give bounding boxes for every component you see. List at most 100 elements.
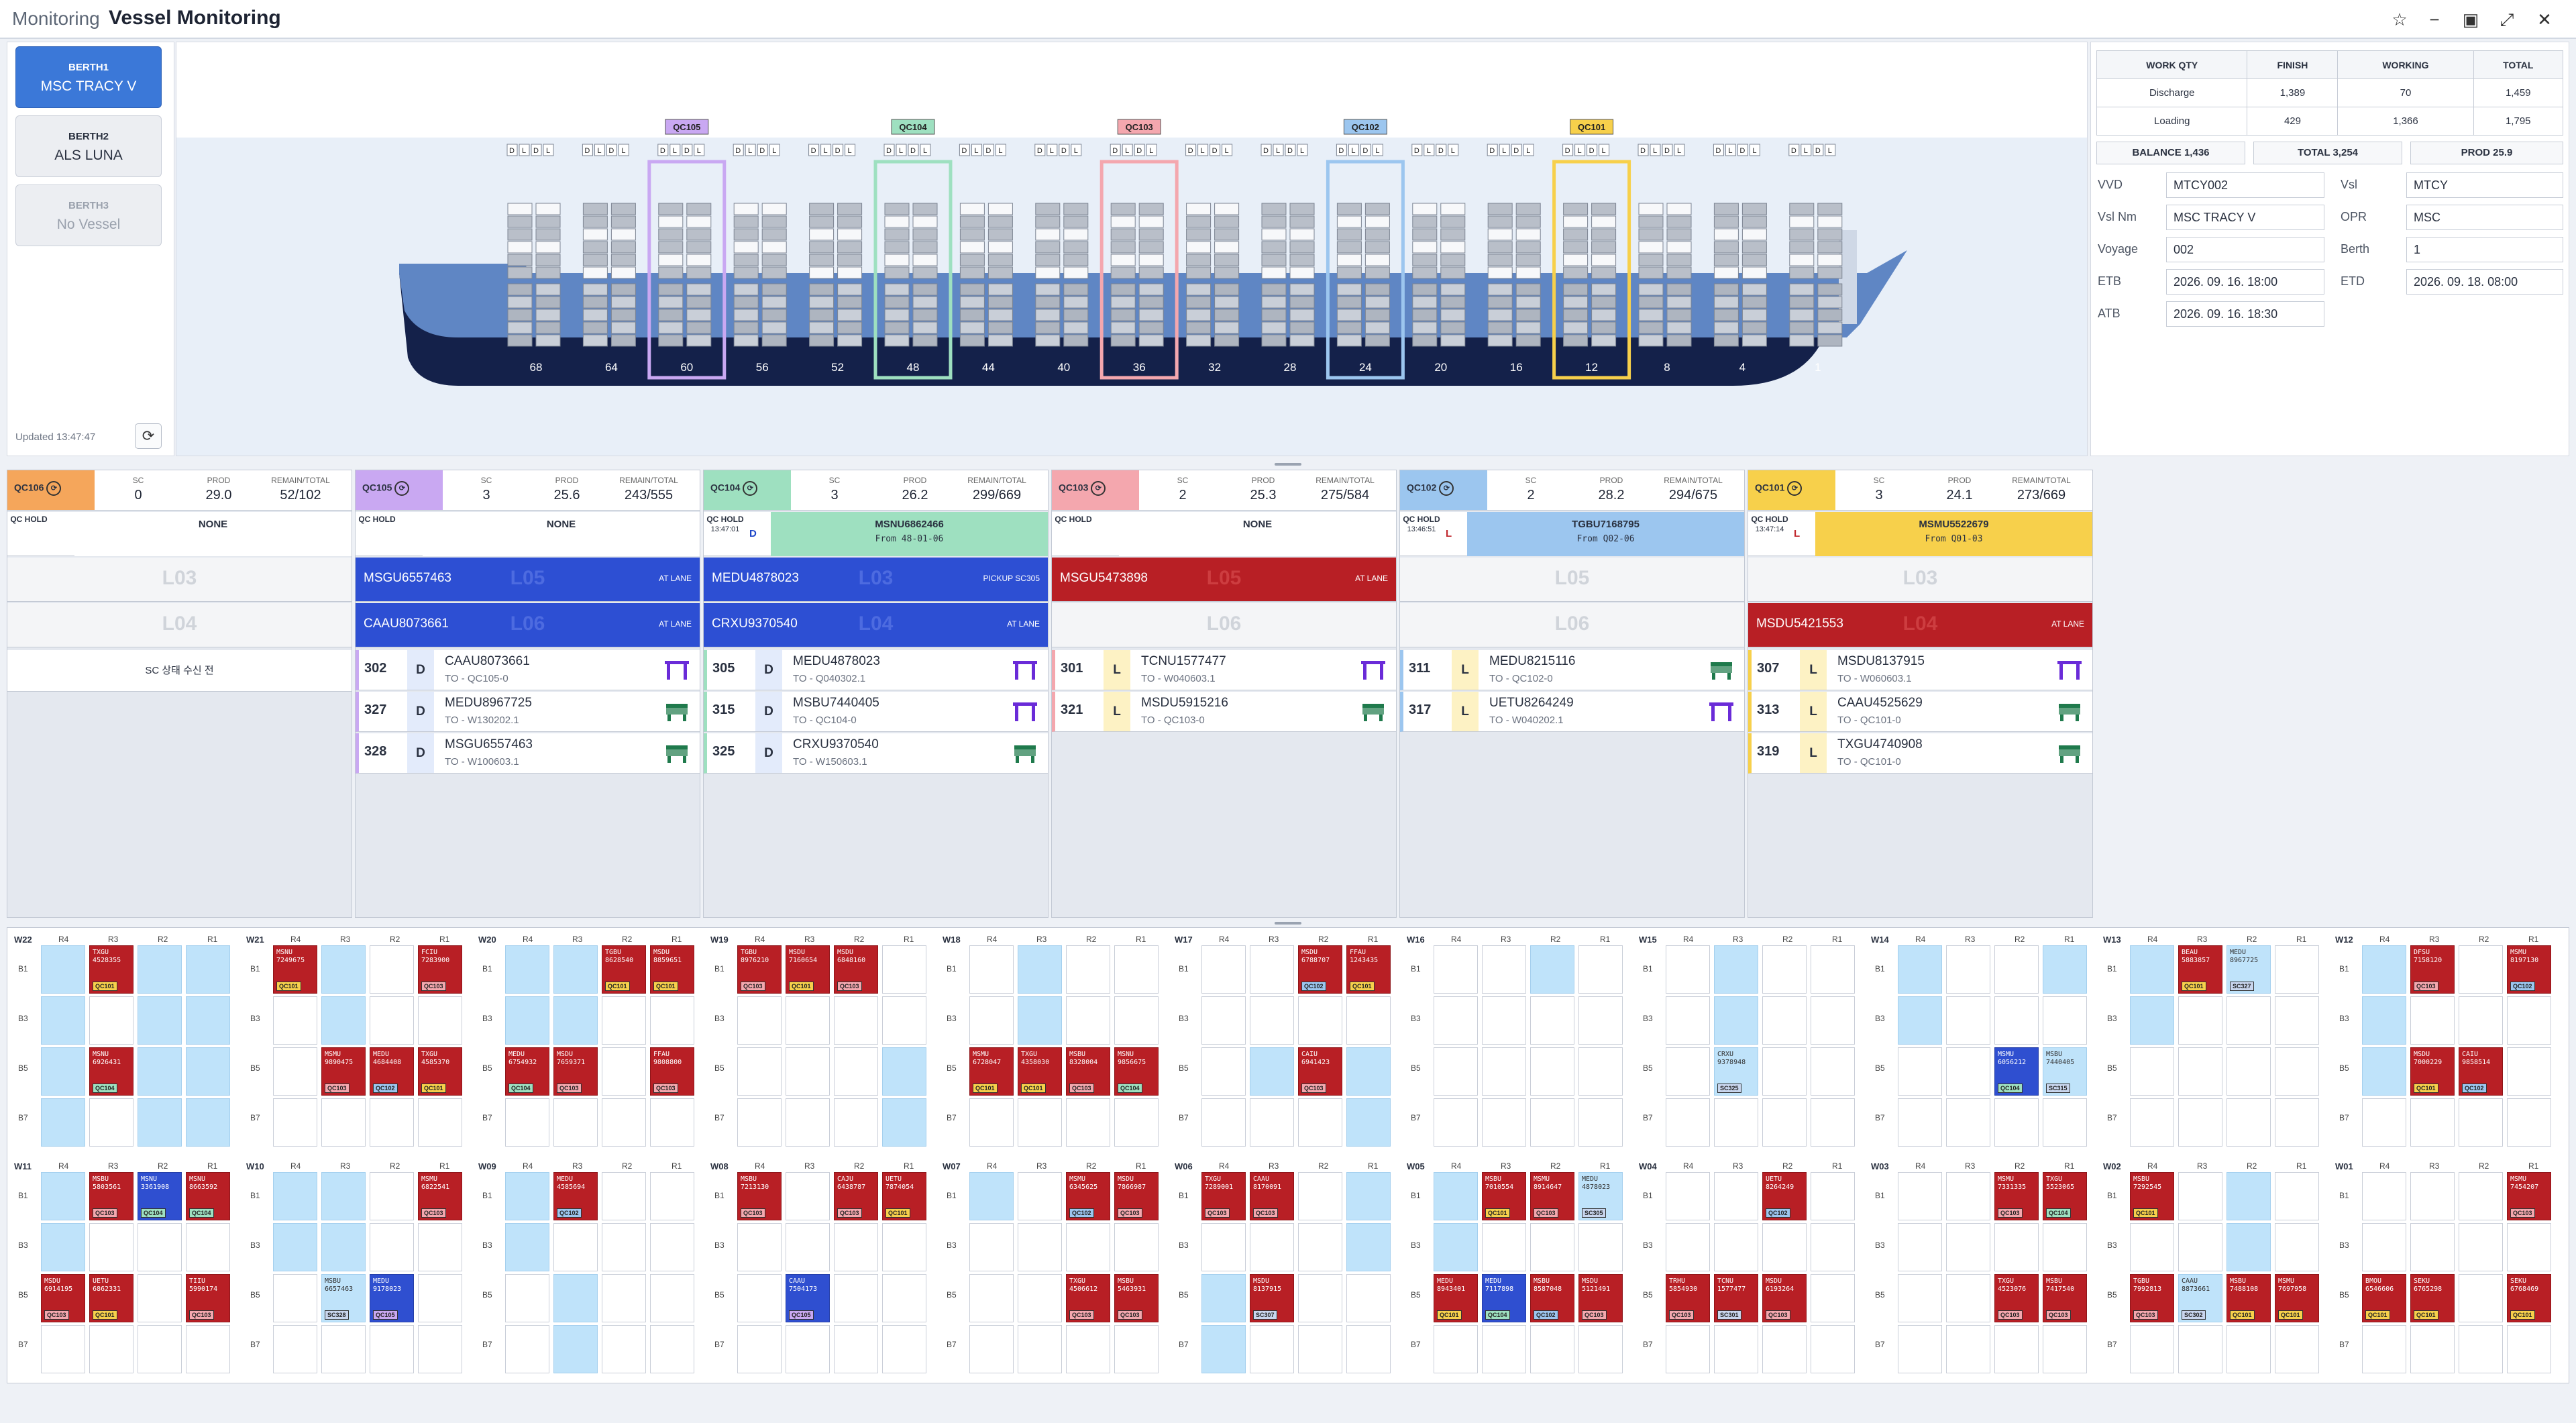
crane-qc104[interactable]: QC104	[873, 119, 953, 380]
yard-slot[interactable]	[2507, 1325, 2551, 1373]
yard-slot[interactable]	[969, 1274, 1014, 1322]
star-icon[interactable]: ☆	[2392, 9, 2408, 30]
crane-qc105[interactable]: QC105	[647, 119, 727, 380]
yard-slot[interactable]	[969, 1098, 1014, 1147]
yard-slot[interactable]	[321, 996, 366, 1045]
yard-slot[interactable]	[1762, 1223, 1807, 1271]
yard-slot[interactable]	[1114, 996, 1159, 1045]
yard-slot[interactable]	[1346, 1098, 1391, 1147]
yard-slot[interactable]	[553, 1223, 598, 1271]
yard-slot[interactable]	[1762, 1098, 1807, 1147]
yard-slot[interactable]: CAIU 6941423 QC103	[1298, 1047, 1342, 1096]
yard-slot[interactable]	[2459, 996, 2503, 1045]
lane-row[interactable]: L03	[7, 558, 352, 602]
yard-slot[interactable]: MSDU 7160654 QC101	[786, 945, 830, 994]
yard-slot[interactable]	[2362, 1047, 2406, 1096]
yard-slot[interactable]: UETU 7874054 QC101	[882, 1172, 926, 1220]
yard-slot[interactable]	[602, 1098, 646, 1147]
breadcrumb[interactable]: Monitoring	[12, 8, 100, 29]
yard-slot[interactable]: MSBU 5463931 QC103	[1114, 1274, 1159, 1322]
yard-slot[interactable]	[2459, 945, 2503, 994]
yard-slot[interactable]	[2226, 1098, 2271, 1147]
berth-item-1[interactable]: BERTH1 MSC TRACY V	[15, 46, 162, 108]
yard-slot[interactable]	[1578, 945, 1623, 994]
yard-slot[interactable]	[138, 945, 182, 994]
yard-slot[interactable]: TGBU 8628540 QC101	[602, 945, 646, 994]
yard-slot[interactable]	[1898, 1172, 1942, 1220]
yard-slot[interactable]	[1666, 1047, 1710, 1096]
yard-slot[interactable]: MSDU 8137915 SC307	[1250, 1274, 1294, 1322]
yard-slot[interactable]	[2130, 1223, 2174, 1271]
yard-slot[interactable]	[786, 1223, 830, 1271]
yard-slot[interactable]	[1346, 1172, 1391, 1220]
bay-68[interactable]: 68D L D L	[506, 144, 561, 374]
yard-slot[interactable]	[1714, 996, 1758, 1045]
yard-slot[interactable]	[1811, 1047, 1855, 1096]
yard-slot[interactable]	[1346, 996, 1391, 1045]
yard-slot[interactable]	[505, 1172, 549, 1220]
yard-slot[interactable]	[1018, 1172, 1062, 1220]
yard-slot[interactable]	[418, 1325, 462, 1373]
yard-slot[interactable]	[1714, 1325, 1758, 1373]
yard-slot[interactable]	[505, 996, 549, 1045]
yard-slot[interactable]	[2130, 1325, 2174, 1373]
yard-slot[interactable]: MSBU 5803561 QC103	[89, 1172, 133, 1220]
atb-field[interactable]: 2026. 09. 16. 18:30	[2166, 301, 2324, 327]
yard-slot[interactable]: TCNU 1577477 SC301	[1714, 1274, 1758, 1322]
yard-slot[interactable]	[186, 996, 230, 1045]
yard-slot[interactable]	[1298, 1098, 1342, 1147]
yard-slot[interactable]	[834, 1274, 878, 1322]
yard-slot[interactable]: TRHU 5854930 QC103	[1666, 1274, 1710, 1322]
etb-field[interactable]: 2026. 09. 16. 18:00	[2166, 269, 2324, 295]
qc-name[interactable]: QC102 ⟳	[1400, 470, 1487, 510]
lane-row[interactable]: L06 CAAU8073661 AT LANE	[356, 603, 700, 647]
yard-slot[interactable]	[186, 1098, 230, 1147]
yard-slot[interactable]: FFAU 1243435 QC101	[1346, 945, 1391, 994]
voyage-field[interactable]: 002	[2166, 237, 2324, 262]
yard-slot[interactable]	[1666, 1325, 1710, 1373]
yard-slot[interactable]	[1018, 945, 1062, 994]
yard-slot[interactable]	[1346, 1325, 1391, 1373]
crane-qc103[interactable]: QC103	[1099, 119, 1179, 380]
yard-slot[interactable]	[1250, 1223, 1294, 1271]
splitter-handle[interactable]	[1275, 922, 1301, 925]
yard-slot[interactable]	[969, 1325, 1014, 1373]
yard-slot[interactable]	[2459, 1325, 2503, 1373]
yard-slot[interactable]	[1898, 996, 1942, 1045]
yard-slot[interactable]	[1201, 996, 1246, 1045]
yard-slot[interactable]	[1530, 1098, 1574, 1147]
yard-slot[interactable]	[1114, 1098, 1159, 1147]
yard-slot[interactable]	[1250, 1098, 1294, 1147]
yard-slot[interactable]	[505, 1325, 549, 1373]
yard-slot[interactable]	[1946, 1047, 1990, 1096]
yard-slot[interactable]	[1530, 1223, 1574, 1271]
yard-slot[interactable]	[786, 1098, 830, 1147]
yard-slot[interactable]: SEKU 6768469 QC101	[2507, 1274, 2551, 1322]
yard-slot[interactable]	[1298, 996, 1342, 1045]
yard-slot[interactable]	[186, 1325, 230, 1373]
yard-slot[interactable]	[1714, 945, 1758, 994]
yard-slot[interactable]	[882, 1098, 926, 1147]
yard-slot[interactable]	[1762, 1047, 1807, 1096]
yard-slot[interactable]	[1482, 1325, 1526, 1373]
yard-slot[interactable]	[1994, 1098, 2039, 1147]
yard-slot[interactable]: TXGU 4528355 QC101	[89, 945, 133, 994]
yard-slot[interactable]	[186, 945, 230, 994]
yard-slot[interactable]	[273, 1274, 317, 1322]
maximize-icon[interactable]: ▣	[2462, 9, 2479, 30]
yard-slot[interactable]	[1434, 945, 1478, 994]
yard-slot[interactable]	[650, 996, 694, 1045]
yard-slot[interactable]	[1666, 1223, 1710, 1271]
yard-slot[interactable]	[2459, 1223, 2503, 1271]
yard-slot[interactable]	[882, 945, 926, 994]
lane-row[interactable]: L06	[1052, 603, 1396, 647]
bay-52[interactable]: 52D L D L	[808, 144, 863, 374]
yard-slot[interactable]	[1811, 1325, 1855, 1373]
yard-slot[interactable]: MSDU 7000229 QC101	[2410, 1047, 2455, 1096]
yard-slot[interactable]	[2043, 1098, 2087, 1147]
yard-slot[interactable]	[1666, 1172, 1710, 1220]
yard-slot[interactable]	[1201, 945, 1246, 994]
yard-slot[interactable]	[1946, 1172, 1990, 1220]
yard-slot[interactable]	[138, 1325, 182, 1373]
bay-20[interactable]: 20D L D L	[1411, 144, 1466, 374]
